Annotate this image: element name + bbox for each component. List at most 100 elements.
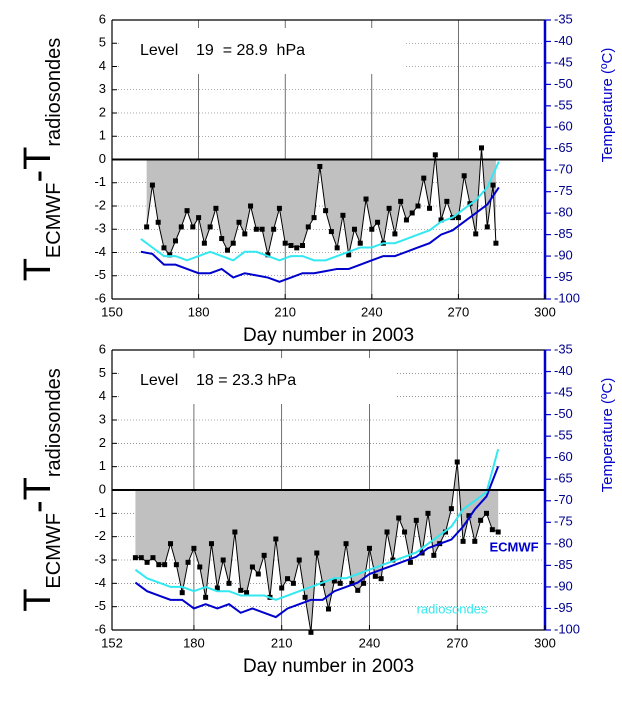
data-point xyxy=(311,215,317,221)
x-tick-label: 270 xyxy=(446,635,468,650)
data-point xyxy=(305,224,311,230)
y-tick-label: 1 xyxy=(99,128,106,143)
y2-axis-title: Temperature (ºC) xyxy=(599,48,616,163)
data-point xyxy=(249,564,255,570)
data-point xyxy=(478,517,484,523)
y2-tick-label: -85 xyxy=(554,557,573,572)
data-point xyxy=(236,219,242,225)
x-tick-label: 300 xyxy=(534,304,556,319)
data-point xyxy=(455,215,461,221)
y-axis-title: TECMWF-Tradiosondes xyxy=(17,38,65,282)
data-point xyxy=(402,529,408,535)
data-point xyxy=(351,226,357,232)
x-tick-label: 180 xyxy=(183,635,205,650)
y2-tick-label: -90 xyxy=(554,578,573,593)
x-tick-label: 240 xyxy=(361,304,383,319)
data-point xyxy=(168,541,174,547)
y2-tick-label: -95 xyxy=(554,600,573,615)
x-tick-label: 180 xyxy=(188,304,210,319)
data-point xyxy=(323,208,329,214)
data-point xyxy=(357,240,363,246)
data-point xyxy=(438,217,444,223)
y2-tick-label: -75 xyxy=(554,183,573,198)
y-axis-title: TECMWF-Tradiosondes xyxy=(17,368,65,612)
y2-tick-label: -95 xyxy=(554,269,573,284)
y2-tick-label: -40 xyxy=(554,363,573,378)
y-tick-label: 0 xyxy=(99,151,106,166)
data-point xyxy=(403,217,409,223)
data-point xyxy=(413,517,419,523)
y-tick-label: 6 xyxy=(99,341,106,356)
annotation-box xyxy=(120,28,406,74)
data-point xyxy=(478,145,484,151)
data-point xyxy=(461,173,467,179)
y-tick-label: -1 xyxy=(94,505,106,520)
data-point xyxy=(328,229,334,235)
y-axis-title-part: T xyxy=(17,258,59,281)
data-point xyxy=(366,545,372,551)
x-axis-title: Day number in 2003 xyxy=(243,656,414,677)
y-tick-label: 0 xyxy=(99,481,106,496)
data-point xyxy=(472,538,478,544)
data-point xyxy=(207,224,213,230)
y-axis-title-part: ECMWF xyxy=(43,183,65,259)
data-point xyxy=(219,236,225,242)
data-point xyxy=(261,552,267,558)
series-line xyxy=(140,161,500,262)
data-point xyxy=(432,152,438,158)
data-point xyxy=(331,578,337,584)
y-tick-label: 1 xyxy=(99,458,106,473)
y2-tick-label: -35 xyxy=(554,11,573,26)
data-point xyxy=(248,203,254,209)
series-line xyxy=(134,465,500,619)
data-point xyxy=(179,590,185,596)
y-tick-label: -3 xyxy=(94,551,106,566)
data-point xyxy=(343,541,349,547)
y-tick-label: 3 xyxy=(99,411,106,426)
data-point xyxy=(232,529,238,535)
data-point xyxy=(197,564,203,570)
x-tick-label: 240 xyxy=(359,635,381,650)
data-point xyxy=(259,226,265,232)
data-point xyxy=(138,555,144,561)
x-tick-label: 300 xyxy=(534,635,556,650)
y-tick-label: 5 xyxy=(99,365,106,380)
x-tick-label: 270 xyxy=(448,304,470,319)
y2-tick-label: -60 xyxy=(554,449,573,464)
x-tick-label: 210 xyxy=(274,304,296,319)
y2-axis-title: Temperature (ºC) xyxy=(599,378,616,493)
data-point xyxy=(185,559,191,565)
data-point xyxy=(144,224,150,230)
data-point xyxy=(144,559,150,565)
data-point xyxy=(378,576,384,582)
y-tick-label: -6 xyxy=(94,290,106,305)
data-point xyxy=(184,208,190,214)
y2-tick-label: -45 xyxy=(554,54,573,69)
y-axis-title-part: -T xyxy=(17,147,59,183)
data-point xyxy=(213,205,219,211)
data-point xyxy=(363,196,369,202)
data-point xyxy=(349,580,355,586)
data-point xyxy=(282,240,288,246)
y2-tick-label: -90 xyxy=(554,248,573,263)
y-tick-label: -3 xyxy=(94,221,106,236)
data-point xyxy=(161,245,167,251)
data-point xyxy=(190,224,196,230)
y-tick-label: -2 xyxy=(94,528,106,543)
y2-tick-label: -100 xyxy=(554,290,580,305)
y2-tick-label: -80 xyxy=(554,205,573,220)
data-point xyxy=(314,550,320,556)
data-point xyxy=(355,587,361,593)
y-tick-label: 4 xyxy=(99,58,106,73)
data-point xyxy=(296,557,302,563)
x-tick-label: 150 xyxy=(101,304,123,319)
y-tick-label: 5 xyxy=(99,35,106,50)
data-point xyxy=(162,562,168,568)
y-tick-label: 6 xyxy=(99,11,106,26)
y2-tick-label: -50 xyxy=(554,76,573,91)
y-tick-label: -1 xyxy=(94,174,106,189)
y2-tick-label: -100 xyxy=(554,621,580,636)
data-point xyxy=(369,226,375,232)
